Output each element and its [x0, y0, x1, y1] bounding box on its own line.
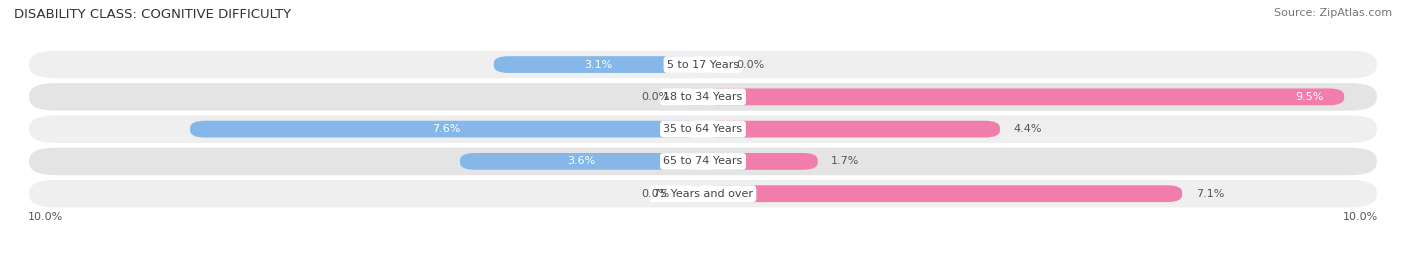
FancyBboxPatch shape — [700, 56, 718, 73]
Text: 75 Years and over: 75 Years and over — [652, 189, 754, 199]
FancyBboxPatch shape — [703, 121, 1000, 137]
Text: 4.4%: 4.4% — [1014, 124, 1042, 134]
FancyBboxPatch shape — [28, 179, 1378, 208]
FancyBboxPatch shape — [190, 121, 703, 137]
Text: Source: ZipAtlas.com: Source: ZipAtlas.com — [1274, 8, 1392, 18]
FancyBboxPatch shape — [703, 89, 1344, 105]
Text: DISABILITY CLASS: COGNITIVE DIFFICULTY: DISABILITY CLASS: COGNITIVE DIFFICULTY — [14, 8, 291, 21]
Text: 10.0%: 10.0% — [1343, 212, 1378, 222]
Text: 10.0%: 10.0% — [28, 212, 63, 222]
FancyBboxPatch shape — [28, 50, 1378, 79]
Text: 9.5%: 9.5% — [1295, 92, 1324, 102]
Text: 0.0%: 0.0% — [737, 59, 765, 70]
FancyBboxPatch shape — [688, 185, 706, 202]
Text: 3.6%: 3.6% — [568, 156, 596, 167]
FancyBboxPatch shape — [28, 82, 1378, 112]
FancyBboxPatch shape — [460, 153, 703, 170]
Text: 1.7%: 1.7% — [831, 156, 859, 167]
Text: 18 to 34 Years: 18 to 34 Years — [664, 92, 742, 102]
Text: 0.0%: 0.0% — [641, 92, 669, 102]
Text: 35 to 64 Years: 35 to 64 Years — [664, 124, 742, 134]
Text: 5 to 17 Years: 5 to 17 Years — [666, 59, 740, 70]
FancyBboxPatch shape — [28, 147, 1378, 176]
FancyBboxPatch shape — [688, 89, 706, 105]
FancyBboxPatch shape — [703, 153, 818, 170]
FancyBboxPatch shape — [28, 114, 1378, 144]
FancyBboxPatch shape — [703, 185, 1182, 202]
Text: 3.1%: 3.1% — [585, 59, 613, 70]
FancyBboxPatch shape — [494, 56, 703, 73]
Text: 7.1%: 7.1% — [1195, 189, 1225, 199]
Text: 7.6%: 7.6% — [433, 124, 461, 134]
Text: 65 to 74 Years: 65 to 74 Years — [664, 156, 742, 167]
Text: 0.0%: 0.0% — [641, 189, 669, 199]
